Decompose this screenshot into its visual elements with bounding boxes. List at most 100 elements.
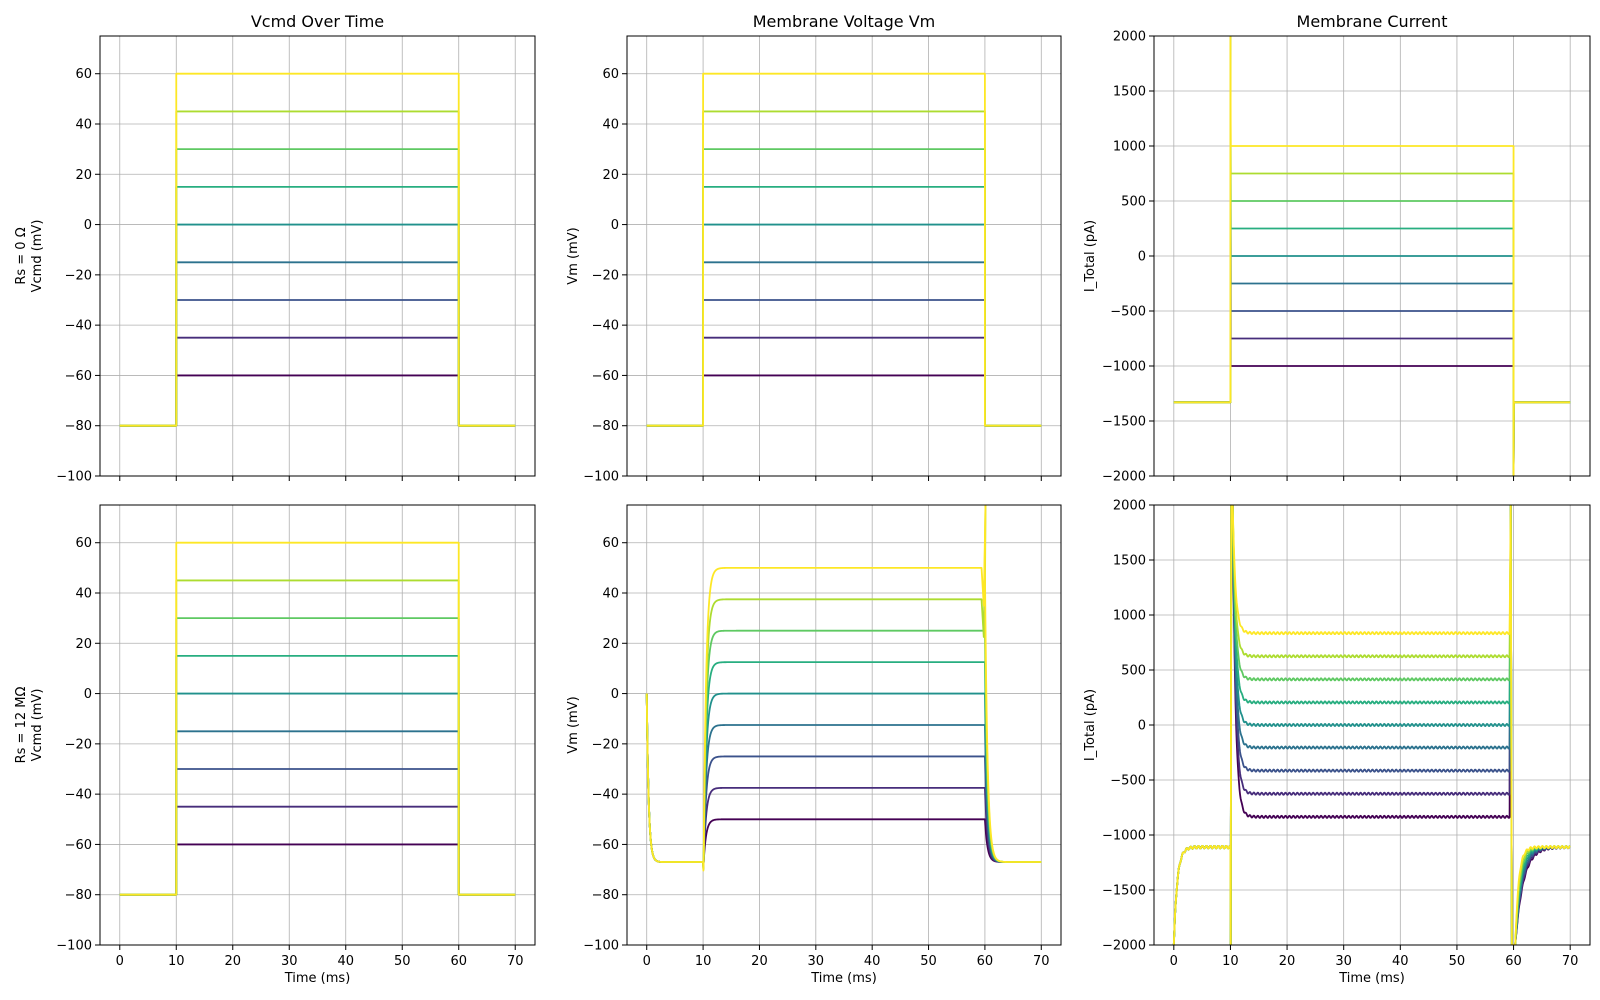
- y-tick-label: 0: [611, 218, 619, 233]
- series-line-3: [645, 693, 1042, 867]
- y-tick-label: −100: [56, 470, 92, 485]
- y-axis-label: Vcmd (mV): [30, 689, 45, 762]
- panel-title: Membrane Voltage Vm: [753, 12, 935, 31]
- x-tick-label: 50: [1449, 954, 1466, 969]
- x-axis-label: Time (ms): [810, 971, 877, 986]
- y-tick-label: 40: [75, 118, 92, 133]
- y-tick-label: 60: [75, 536, 92, 551]
- series-line-8: [646, 110, 1042, 427]
- x-tick-label: 0: [643, 954, 651, 969]
- y-tick-label: −1500: [1102, 415, 1146, 430]
- series-line-1: [119, 374, 516, 427]
- panels-container: −100 −80 −60 −40 −20 0 20 40 60 Vcmd Over Time Rs …: [14, 12, 1591, 986]
- series-line-7: [1172, 505, 1571, 945]
- y-tick-label: 0: [611, 687, 619, 702]
- panel-p12: −100 −80 −60 −40 −20 0 20 40 60 Membrane Voltage …: [566, 12, 1062, 485]
- series-line-8: [119, 579, 516, 896]
- series-line-6: [119, 185, 516, 427]
- series-line-7: [646, 148, 1042, 427]
- x-tick-label: 50: [394, 954, 411, 969]
- y-tick-label: −500: [1110, 305, 1146, 320]
- panel-title: Membrane Current: [1297, 12, 1448, 31]
- x-tick-label: 20: [751, 954, 768, 969]
- series-line-7: [119, 617, 516, 896]
- series-group: [119, 541, 516, 896]
- y-tick-label: −100: [56, 939, 92, 954]
- y-tick-label: 1000: [1113, 609, 1146, 624]
- axes-frame: [626, 35, 1062, 477]
- series-line-3: [119, 768, 516, 896]
- y-tick-label: 40: [75, 587, 92, 602]
- series-line-1: [1172, 505, 1571, 945]
- series-line-9: [646, 72, 1042, 427]
- y-axis-label: I_Total (pA): [1083, 220, 1098, 292]
- x-tick-label: 10: [1222, 954, 1239, 969]
- series-line-5: [645, 692, 1042, 869]
- y-tick-label: −20: [592, 268, 619, 283]
- series-group: [1173, 36, 1571, 476]
- series-group: [645, 505, 1042, 872]
- axes-frame: [99, 504, 536, 946]
- series-line-5: [1172, 505, 1571, 945]
- x-tick-label: 60: [1505, 954, 1522, 969]
- x-tick-label: 0: [116, 954, 124, 969]
- series-line-6: [119, 654, 516, 896]
- series-line-1: [119, 843, 516, 896]
- y-tick-label: 1500: [1113, 85, 1146, 100]
- y-tick-label: 20: [75, 168, 92, 183]
- x-tick-label: 40: [1392, 954, 1409, 969]
- y-tick-label: −100: [583, 470, 619, 485]
- y-tick-label: −40: [65, 319, 92, 334]
- series-line-7: [645, 629, 1042, 870]
- y-tick-label: 60: [602, 67, 619, 82]
- series-line-4: [119, 261, 516, 427]
- series-line-9: [119, 72, 516, 427]
- series-line-9: [1173, 36, 1571, 476]
- y-tick-label: −1000: [1102, 829, 1146, 844]
- series-line-6: [1172, 505, 1571, 945]
- series-line-9: [645, 505, 1042, 872]
- panel-p22: 0 10 20 30 40 50 60 70 −100 −80 −60 −40 −20 0 20 40 60 Ti…: [566, 504, 1062, 986]
- y-tick-label: 0: [84, 218, 92, 233]
- series-line-4: [645, 693, 1042, 868]
- y-tick-label: −2000: [1102, 939, 1146, 954]
- row-label: Rs = 12 MΩ: [14, 687, 29, 764]
- series-line-3: [646, 299, 1042, 427]
- row-label: Rs = 0 Ω: [14, 227, 29, 284]
- y-tick-label: 20: [75, 637, 92, 652]
- x-tick-label: 40: [864, 954, 881, 969]
- series-line-9: [1172, 505, 1571, 945]
- y-tick-label: −500: [1110, 774, 1146, 789]
- y-tick-label: −20: [65, 268, 92, 283]
- y-tick-label: 500: [1121, 195, 1146, 210]
- x-tick-label: 10: [695, 954, 712, 969]
- x-tick-label: 20: [224, 954, 241, 969]
- y-tick-label: −20: [65, 737, 92, 752]
- y-tick-label: 40: [602, 587, 619, 602]
- axes-frame: [626, 504, 1062, 946]
- x-tick-label: 70: [1562, 954, 1579, 969]
- series-line-8: [119, 110, 516, 427]
- y-tick-label: 0: [1138, 250, 1146, 265]
- x-tick-label: 50: [920, 954, 937, 969]
- y-tick-label: 20: [602, 168, 619, 183]
- panel-p23: 0 10 20 30 40 50 60 70 −2000 −1500 −1000 −500 0 500 10…: [1083, 499, 1591, 986]
- panel-p13: −2000 −1500 −1000 −500 0 500 1000 1500 2000 Membr…: [1083, 12, 1591, 485]
- series-line-8: [645, 505, 1042, 871]
- x-tick-label: 60: [450, 954, 467, 969]
- y-tick-label: −40: [65, 788, 92, 803]
- series-line-2: [646, 336, 1042, 427]
- series-line-6: [645, 661, 1042, 870]
- y-axis-label: Vm (mV): [566, 696, 581, 753]
- axes-frame: [99, 35, 536, 477]
- y-tick-label: 500: [1121, 664, 1146, 679]
- y-tick-label: −40: [592, 319, 619, 334]
- y-tick-label: −60: [592, 838, 619, 853]
- y-tick-label: 0: [84, 687, 92, 702]
- y-tick-label: −80: [592, 419, 619, 434]
- series-line-2: [1172, 505, 1571, 945]
- series-line-4: [646, 261, 1042, 427]
- y-axis-label: Vm (mV): [566, 227, 581, 284]
- series-line-8: [1172, 505, 1571, 945]
